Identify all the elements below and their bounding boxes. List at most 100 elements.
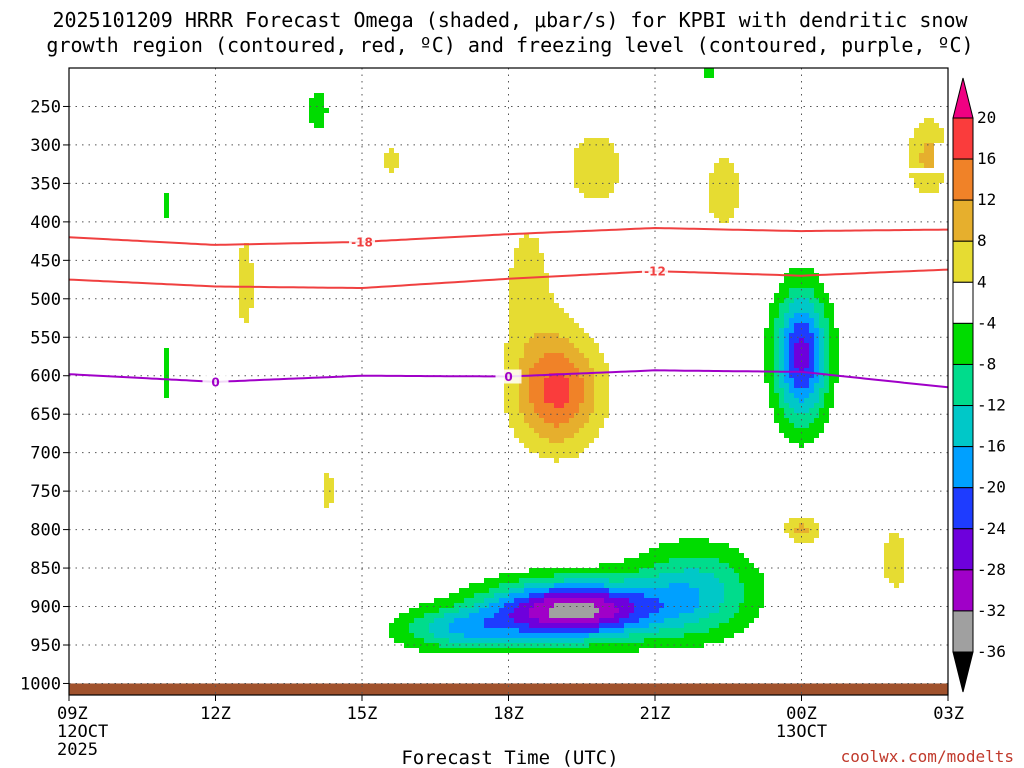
omega-shade-cell [449,638,584,643]
colorbar-bottom-triangle [952,651,974,693]
omega-shade-cell [779,338,784,343]
omega-shade-cell [514,428,534,433]
omega-shade-cell [239,263,254,268]
omega-shade-cell [549,608,599,613]
omega-shade-cell [774,418,789,423]
omega-shade-cell [784,523,799,528]
omega-shade-cell [744,583,764,588]
omega-shade-cell [784,378,794,383]
omega-shade-cell [774,348,779,353]
omega-shade-cell [794,348,809,353]
omega-shade-cell [579,348,599,353]
omega-shade-cell [819,353,824,358]
omega-shade-cell [534,363,574,368]
omega-shade-cell [699,598,724,603]
omega-shade-cell [889,533,899,538]
omega-shade-cell [739,573,764,578]
colorbar-level-label: -32 [977,601,1006,620]
omega-shade-cell [789,308,814,313]
omega-shade-cell [884,573,904,578]
omega-shade-cell [594,403,609,408]
omega-shade-cell [484,578,519,583]
colorbar-level-label: -12 [977,396,1006,415]
x-tick-label: 21Z [640,704,671,724]
omega-shade-cell [814,333,819,338]
omega-shade-cell [769,308,779,313]
y-tick-label: 800 [30,521,61,541]
ground-band [69,683,948,695]
x-axis-title: Forecast Time (UTC) [401,747,618,768]
omega-shade-cell [514,618,539,623]
omega-shade-cell [544,398,569,403]
omega-shade-cell [574,178,619,183]
omega-shade-cell [239,303,254,308]
omega-shade-cell [164,348,169,353]
omega-shade-cell [574,433,599,438]
omega-shade-cell [469,583,499,588]
omega-shade-cell [719,608,739,613]
omega-shade-cell [569,383,584,388]
omega-shade-cell [774,343,779,348]
y-tick-label: 500 [30,290,61,310]
omega-shade-cell [734,568,759,573]
omega-shade-cell [424,613,444,618]
omega-shade-cell [814,308,824,313]
omega-shade-cell [799,338,804,343]
omega-shade-cell [779,343,784,348]
omega-shade-cell [624,623,649,628]
omega-shade-cell [814,318,819,323]
omega-shade-cell [779,308,789,313]
omega-shade-cell [554,423,559,428]
omega-shade-cell [529,383,544,388]
omega-shade-cell [684,633,734,638]
omega-shade-cell [164,388,169,393]
omega-shade-cell [544,598,604,603]
omega-shade-cell [919,188,939,193]
omega-shade-cell [789,368,799,373]
omega-shade-cell [549,613,594,618]
omega-shade-cell [519,393,529,398]
omega-shade-cell [819,398,824,403]
omega-shade-cell [669,583,689,588]
title-line-1: 2025101209 HRRR Forecast Omega (shaded, … [52,8,968,32]
omega-shade-cell [804,368,814,373]
omega-shade-cell [239,278,254,283]
omega-shade-cell [509,283,549,288]
omega-shade-cell [459,608,479,613]
omega-shade-cell [524,583,554,588]
omega-shade-cell [514,598,529,603]
omega-shade-cell [824,353,829,358]
omega-shade-cell [819,373,824,378]
omega-shade-cell [564,373,579,378]
omega-shade-cell [924,148,934,153]
omega-shade-cell [409,608,439,613]
omega-shade-cell [434,618,454,623]
omega-shade-cell [814,323,819,328]
omega-shade-cell [514,253,544,258]
omega-shade-cell [164,393,169,398]
omega-shade-cell [709,183,739,188]
colorbar-segment [952,569,974,612]
omega-shade-cell [774,358,779,363]
omega-shade-cell [504,403,519,408]
omega-shade-cell [824,383,829,388]
omega-shade-cell [459,588,489,593]
omega-shade-cell [789,343,794,348]
omega-shade-cell [539,433,574,438]
omega-shade-cell [519,368,529,373]
omega-shade-cell [784,328,794,333]
omega-shade-cell [314,123,324,128]
omega-shade-cell [689,583,724,588]
omega-shade-cell [324,488,334,493]
omega-shade-cell [494,593,509,598]
omega-shade-cell [909,173,944,178]
omega-shade-cell [164,198,169,203]
omega-shade-cell [539,358,569,363]
omega-shade-cell [719,578,739,583]
omega-shade-cell [774,333,779,338]
omega-shade-cell [474,603,489,608]
omega-shade-cell [539,413,574,418]
omega-shade-cell [784,363,789,368]
omega-shade-cell [789,383,794,388]
omega-shade-cell [809,298,819,303]
